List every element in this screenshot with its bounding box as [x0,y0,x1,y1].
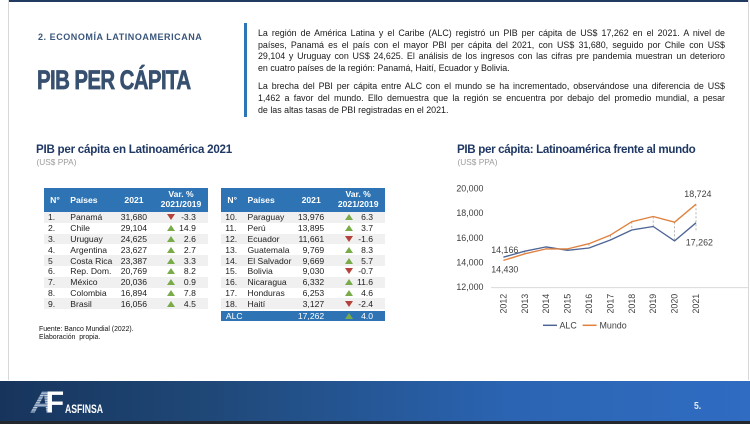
svg-text:20,000: 20,000 [456,184,483,194]
svg-text:2021: 2021 [691,294,701,314]
svg-text:17,262: 17,262 [686,238,713,248]
svg-text:14,000: 14,000 [456,257,483,267]
svg-text:ASFINSA: ASFINSA [65,404,103,416]
svg-text:18,000: 18,000 [456,208,483,218]
svg-text:12,000: 12,000 [456,282,483,292]
svg-text:Mundo: Mundo [600,320,627,330]
svg-text:ALC: ALC [560,320,578,330]
svg-text:16,000: 16,000 [456,233,483,243]
svg-text:2015: 2015 [563,294,573,314]
svg-text:2012: 2012 [498,294,508,314]
svg-text:2013: 2013 [520,294,530,314]
svg-text:2017: 2017 [605,294,615,314]
svg-text:A: A [30,385,53,419]
svg-text:14,430: 14,430 [491,264,518,274]
svg-text:18,724: 18,724 [684,189,711,199]
svg-text:2020: 2020 [670,294,680,314]
svg-text:2014: 2014 [541,294,551,314]
svg-text:2018: 2018 [627,294,637,314]
svg-text:F: F [46,385,65,419]
svg-text:2019: 2019 [648,294,658,314]
svg-text:2016: 2016 [584,294,594,314]
svg-text:14,166: 14,166 [491,245,518,255]
